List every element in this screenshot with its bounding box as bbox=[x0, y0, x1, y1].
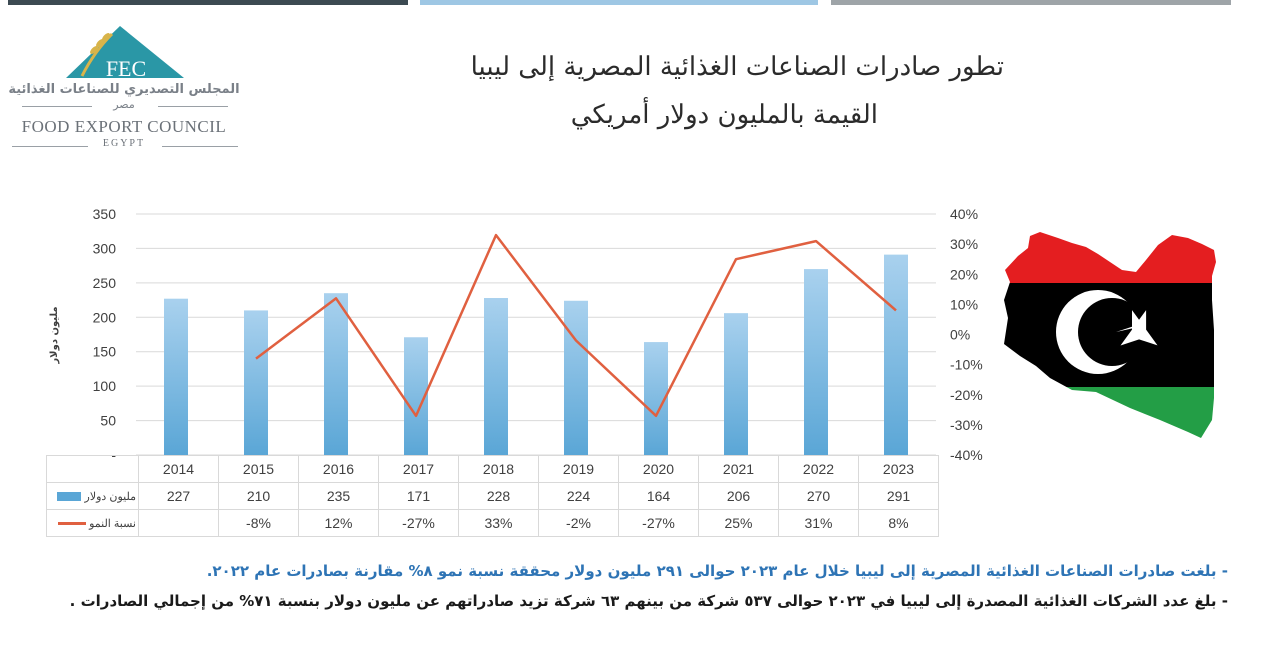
value-cell: 235 bbox=[298, 482, 379, 510]
bar bbox=[564, 300, 588, 455]
x-category-label: 2014 bbox=[138, 455, 219, 483]
x-category-label: 2019 bbox=[538, 455, 619, 483]
value-cell: 210 bbox=[218, 482, 299, 510]
growth-line bbox=[255, 233, 897, 418]
flag-red-stripe bbox=[1004, 232, 1216, 283]
x-category-label: 2021 bbox=[698, 455, 779, 483]
flag-green-stripe bbox=[1004, 387, 1216, 438]
y-tick-label: 50 bbox=[100, 413, 116, 429]
x-category-label: 2015 bbox=[218, 455, 299, 483]
table-header-row: 2014 2015 2016 2017 2018 2019 2020 2021 2022 2023 bbox=[46, 455, 939, 483]
value-cell: 206 bbox=[698, 482, 779, 510]
x-category-label: 2016 bbox=[298, 455, 379, 483]
value-cell: 270 bbox=[778, 482, 859, 510]
table-row-growth: نسبة النمو -8% 12% -27% 33% -2% -27% 25% 31% 8% bbox=[46, 509, 939, 537]
y-tick-label: 200 bbox=[93, 309, 117, 325]
growth-cell: -27% bbox=[378, 509, 459, 537]
chart-bars bbox=[164, 254, 908, 455]
growth-cell: 33% bbox=[458, 509, 539, 537]
logo-arabic-name: المجلس التصديري للصناعات الغذائية bbox=[8, 82, 240, 97]
value-cell: 224 bbox=[538, 482, 619, 510]
y2-tick-label: -40% bbox=[950, 447, 983, 463]
y-tick-label: 300 bbox=[93, 240, 117, 256]
bar bbox=[324, 293, 348, 455]
legend-line-key-icon bbox=[58, 522, 87, 526]
chart-growth-line bbox=[255, 233, 897, 418]
series-label-growth: نسبة النمو bbox=[89, 517, 136, 530]
libya-flag-map bbox=[1004, 232, 1216, 438]
note-companies-2023: - بلغ عدد الشركات الغذائية المصدرة إلى ل… bbox=[69, 592, 1228, 610]
growth-cell: 12% bbox=[298, 509, 379, 537]
y-tick-label: 100 bbox=[93, 378, 117, 394]
y2-tick-label: 40% bbox=[950, 206, 978, 222]
y2-tick-label: -10% bbox=[950, 357, 983, 373]
logo-english-country: EGYPT bbox=[102, 138, 146, 149]
value-cell: 171 bbox=[378, 482, 459, 510]
logo-divider bbox=[162, 146, 238, 147]
y2-tick-label: -30% bbox=[950, 417, 983, 433]
y-axis-label: مليون دولار bbox=[49, 306, 60, 364]
chart-data-table: 2014 2015 2016 2017 2018 2019 2020 2021 2022 2023… bbox=[46, 455, 939, 537]
logo-english-name: FOOD EXPORT COUNCIL bbox=[21, 117, 227, 136]
value-cell: 291 bbox=[858, 482, 939, 510]
y2-tick-label: 0% bbox=[950, 327, 970, 343]
growth-cell: 31% bbox=[778, 509, 859, 537]
bar bbox=[884, 254, 908, 455]
flag-star-icon bbox=[1116, 310, 1158, 346]
logo-divider bbox=[22, 106, 92, 107]
growth-cell: 25% bbox=[698, 509, 779, 537]
x-category-label: 2020 bbox=[618, 455, 699, 483]
y2-tick-label: 10% bbox=[950, 296, 978, 312]
growth-cell: -8% bbox=[218, 509, 299, 537]
growth-cell: -27% bbox=[618, 509, 699, 537]
legend-bar-key-icon bbox=[57, 492, 82, 502]
growth-cell bbox=[138, 509, 219, 537]
note-exports-2023: - بلغت صادرات الصناعات الغذائية المصرية … bbox=[206, 562, 1228, 580]
bar bbox=[244, 310, 268, 455]
top-bar-gray bbox=[831, 0, 1231, 5]
top-bar-blue bbox=[420, 0, 818, 5]
logo-arabic-country: مصر bbox=[113, 98, 135, 111]
y2-tick-label: 30% bbox=[950, 236, 978, 252]
y2-tick-label: -20% bbox=[950, 387, 983, 403]
series-label-values: مليون دولار bbox=[84, 490, 136, 503]
growth-cell: 8% bbox=[858, 509, 939, 537]
bar bbox=[484, 298, 508, 455]
x-category-label: 2023 bbox=[858, 455, 939, 483]
table-row-values: مليون دولار 227 210 235 171 228 224 164 206 270 2… bbox=[46, 482, 939, 510]
y-tick-label: 150 bbox=[93, 344, 117, 360]
y-tick-label: 250 bbox=[93, 275, 117, 291]
chart-subtitle: القيمة بالمليون دولار أمريكي bbox=[570, 100, 878, 130]
logo-abbr: FEC bbox=[106, 56, 146, 81]
y2-tick-label: 20% bbox=[950, 266, 978, 282]
fec-logo-emblem: FEC bbox=[66, 26, 184, 81]
chart-y2-axis: -40% -30% -20% -10% 0% 10% 20% 30% 40% bbox=[950, 206, 983, 463]
fec-logo: FEC المجلس التصديري للصناعات الغذائية مص… bbox=[8, 22, 243, 157]
value-cell: 227 bbox=[138, 482, 219, 510]
logo-divider bbox=[12, 146, 88, 147]
value-cell: 228 bbox=[458, 482, 539, 510]
y-tick-label: 350 bbox=[93, 206, 117, 222]
bar bbox=[164, 298, 188, 455]
x-category-label: 2022 bbox=[778, 455, 859, 483]
x-category-label: 2017 bbox=[378, 455, 459, 483]
value-cell: 164 bbox=[618, 482, 699, 510]
bar bbox=[724, 313, 748, 455]
logo-divider bbox=[158, 106, 228, 107]
growth-cell: -2% bbox=[538, 509, 619, 537]
x-category-label: 2018 bbox=[458, 455, 539, 483]
bar bbox=[804, 269, 828, 455]
chart-title: تطور صادرات الصناعات الغذائية المصرية إل… bbox=[470, 52, 1004, 82]
top-bar-dark bbox=[8, 0, 408, 5]
